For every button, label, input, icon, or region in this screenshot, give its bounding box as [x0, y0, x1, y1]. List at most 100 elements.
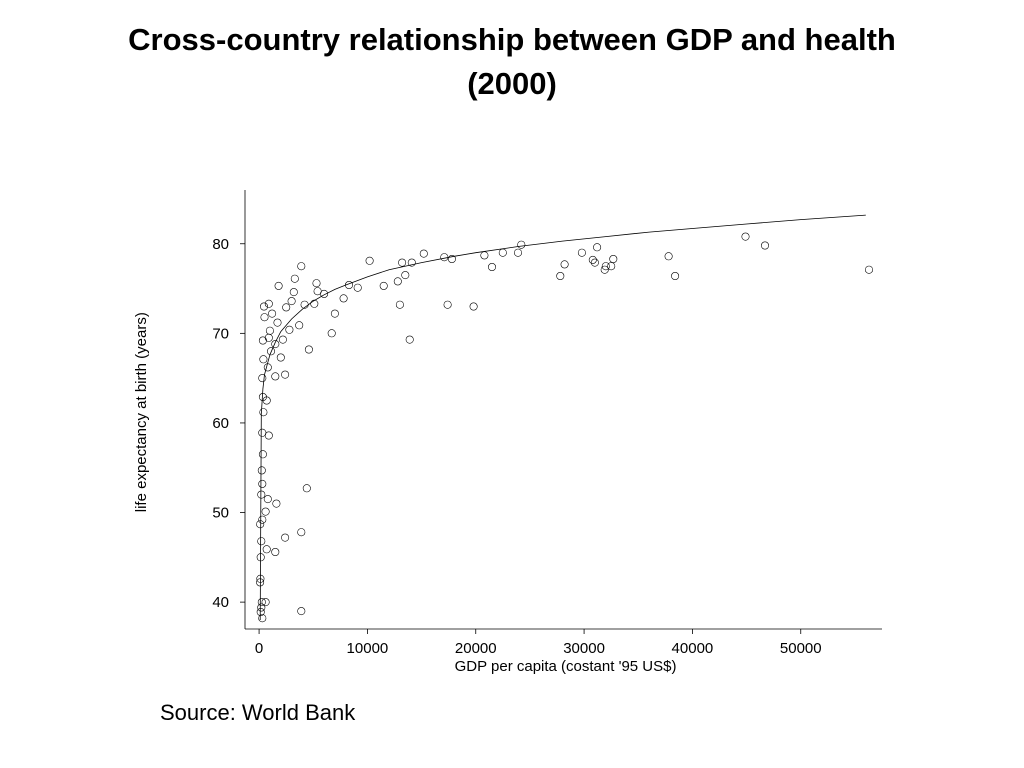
source-note: Source: World Bank	[160, 700, 356, 725]
data-point-11	[258, 479, 267, 488]
data-point-6	[256, 553, 265, 562]
data-point-67	[393, 277, 402, 286]
fitted-curve	[259, 214, 866, 621]
data-point-27	[262, 396, 271, 405]
data-point-25	[263, 495, 272, 504]
data-point-90	[601, 262, 610, 271]
data-point-55	[304, 345, 313, 354]
data-point-2	[256, 607, 265, 616]
data-point-69	[398, 258, 407, 267]
data-point-1	[256, 574, 265, 583]
data-point-29	[264, 333, 273, 342]
data-point-45	[285, 325, 294, 334]
data-point-59	[320, 289, 329, 298]
data-point-38	[273, 318, 282, 327]
data-point-21	[259, 302, 268, 311]
data-point-82	[517, 240, 526, 249]
data-point-34	[271, 372, 280, 381]
y-tick-label-80: 80	[212, 236, 229, 253]
y-axis-title: life expectancy at birth (years)	[133, 312, 150, 512]
data-points	[256, 232, 873, 623]
data-point-71	[405, 335, 414, 344]
data-point-3	[257, 603, 266, 612]
data-point-84	[560, 260, 569, 269]
y-tick-label-40: 40	[212, 594, 229, 611]
data-point-91	[607, 262, 616, 271]
data-point-81	[513, 248, 522, 257]
data-point-74	[440, 253, 449, 262]
data-point-24	[261, 507, 270, 516]
data-point-72	[407, 258, 416, 267]
data-point-60	[327, 329, 336, 338]
data-point-48	[290, 274, 299, 283]
y-tick-label-60: 60	[212, 415, 229, 432]
data-point-64	[353, 283, 362, 292]
data-point-20	[260, 313, 269, 322]
data-point-10	[257, 490, 266, 499]
data-point-23	[262, 545, 271, 554]
data-point-46	[287, 297, 296, 306]
data-point-51	[297, 528, 306, 537]
data-point-77	[469, 302, 478, 311]
data-point-22	[261, 598, 270, 607]
data-point-61	[330, 309, 339, 318]
data-point-0	[256, 578, 265, 587]
data-point-5	[258, 614, 267, 623]
data-point-7	[257, 537, 266, 546]
data-point-44	[282, 303, 291, 312]
data-point-26	[264, 431, 273, 440]
data-point-15	[259, 408, 268, 417]
data-point-39	[274, 281, 283, 290]
data-point-88	[593, 243, 602, 252]
data-point-4	[257, 598, 266, 607]
data-point-17	[258, 374, 267, 383]
data-point-78	[480, 251, 489, 260]
data-point-66	[379, 281, 388, 290]
data-point-28	[263, 363, 272, 372]
x-tick-label-20000: 20000	[455, 640, 497, 657]
data-point-53	[300, 300, 309, 309]
data-point-19	[258, 336, 267, 345]
data-point-68	[395, 300, 404, 309]
x-tick-label-30000: 30000	[563, 640, 605, 657]
data-point-65	[365, 256, 374, 265]
data-point-50	[297, 262, 306, 271]
data-point-89	[600, 265, 609, 274]
data-point-12	[257, 466, 266, 475]
data-point-30	[264, 299, 273, 308]
data-point-43	[281, 370, 290, 379]
data-point-54	[302, 484, 311, 493]
x-axis-title: GDP per capita (costant '95 US$)	[455, 658, 677, 675]
x-tick-label-0: 0	[255, 640, 263, 657]
x-tick-label-40000: 40000	[672, 640, 714, 657]
data-point-86	[588, 255, 597, 264]
data-point-57	[312, 279, 321, 288]
slide-title-line-2: (2000)	[467, 66, 557, 101]
data-point-33	[268, 309, 277, 318]
data-point-97	[864, 265, 873, 274]
data-point-92	[609, 255, 618, 264]
axes: 40 50 60 70 80 0 10000 20000 30000 40000 50000	[212, 190, 882, 657]
x-tick-label-50000: 50000	[780, 640, 822, 657]
data-point-52	[297, 607, 306, 616]
data-point-42	[281, 533, 290, 542]
x-tick-label-10000: 10000	[347, 640, 389, 657]
data-point-47	[289, 288, 298, 297]
data-point-41	[278, 335, 287, 344]
data-point-75	[443, 300, 452, 309]
data-point-62	[339, 294, 348, 303]
data-point-87	[590, 258, 599, 267]
data-point-63	[344, 280, 353, 289]
slide-title: Cross-country relationship between GDP a…	[62, 18, 962, 106]
fitted-curve-layer	[259, 214, 866, 621]
y-tick-label-70: 70	[212, 325, 229, 342]
data-point-18	[259, 355, 268, 364]
data-point-56	[310, 299, 319, 308]
data-point-32	[266, 347, 275, 356]
data-point-70	[401, 271, 410, 280]
data-point-37	[272, 499, 281, 508]
data-point-9	[258, 515, 267, 524]
data-point-31	[265, 326, 274, 335]
data-point-80	[498, 248, 507, 257]
